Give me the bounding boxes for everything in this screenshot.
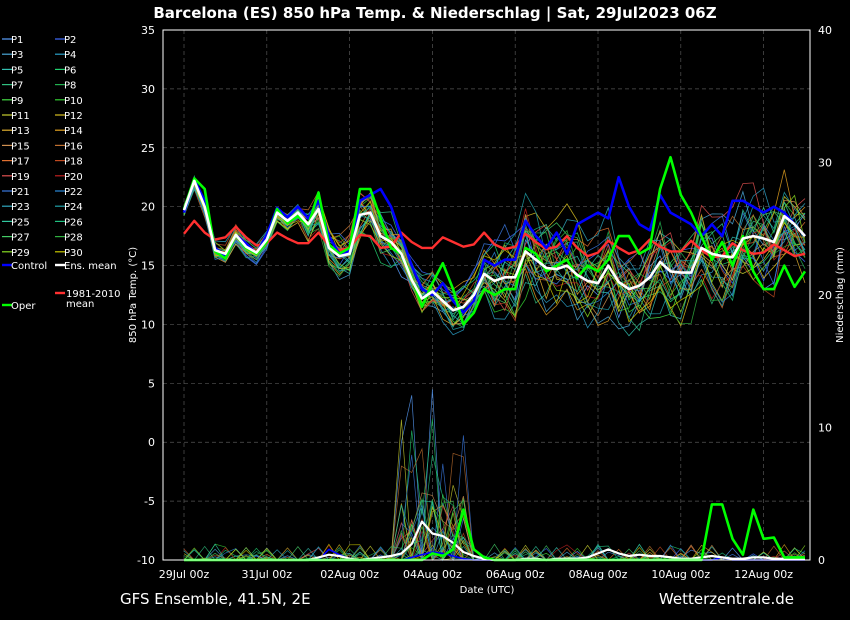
x-tick-label: 02Aug 00z [320, 568, 379, 581]
x-tick-label: 06Aug 00z [486, 568, 545, 581]
y-axis-left-label: 850 hPa Temp. (°C) [128, 247, 139, 343]
series-oper-precip [184, 503, 805, 562]
ensemble-member-precip [183, 419, 805, 561]
ensemble-member-line [183, 185, 806, 317]
y-tick-right: 20 [818, 289, 832, 302]
series-ens-mean [182, 179, 806, 312]
legend-label: P1 [11, 35, 23, 46]
legend-label: P28 [64, 233, 83, 244]
y-tick-left: 20 [141, 201, 155, 214]
y-tick-left: 25 [141, 142, 155, 155]
footer-site: Wetterzentrale.de [659, 590, 794, 608]
y-tick-left: 10 [141, 318, 155, 331]
legend-label: P26 [64, 217, 83, 228]
ensemble-member-precip [184, 389, 805, 562]
legend-label: P15 [11, 141, 30, 152]
series-control-precip [184, 548, 805, 561]
y-tick-left: 5 [148, 377, 155, 390]
legend-label: P27 [11, 233, 30, 244]
legend-label: P20 [64, 172, 83, 183]
legend-label: P8 [64, 81, 76, 92]
legend-label: P2 [64, 35, 76, 46]
ensemble-member-precip [184, 503, 806, 561]
x-tick-label: 04Aug 00z [403, 568, 462, 581]
legend-label: P4 [64, 50, 76, 61]
x-axis-label: Date (UTC) [460, 585, 515, 596]
y-tick-right: 40 [818, 24, 832, 37]
legend: P1 P2 P3 P4 P5 P6 P7 P8 P9 P10 P11 P12 P13 P14 P15 P16 P… [2, 35, 121, 312]
legend-label: P3 [11, 50, 23, 61]
legend-label: P24 [64, 202, 83, 213]
ensemble-member-precip [184, 435, 805, 561]
ensemble-member-line [183, 180, 806, 318]
legend-label: Oper [11, 301, 36, 312]
legend-label: P17 [11, 157, 30, 168]
legend-label: P18 [64, 157, 83, 168]
x-tick-label: 08Aug 00z [569, 568, 628, 581]
legend-label: P30 [64, 248, 83, 259]
x-tick-label: 12Aug 00z [734, 568, 793, 581]
y-tick-left: 15 [141, 260, 155, 273]
legend-label: Control [11, 261, 47, 272]
legend-label: P25 [11, 217, 30, 228]
legend-label: P14 [64, 126, 83, 137]
legend-label: P5 [11, 65, 23, 76]
chart-title: Barcelona (ES) 850 hPa Temp. & Niedersch… [153, 4, 716, 23]
y-axis-right-label: Niederschlag (mm) [835, 247, 846, 343]
y-tick-left: 30 [141, 83, 155, 96]
x-tick-label: 29Jul 00z [159, 568, 210, 581]
ensemble-member-line [183, 178, 806, 325]
y-tick-left: 35 [141, 24, 155, 37]
legend-label: 1981-2010 mean [66, 289, 121, 310]
legend-label: P21 [11, 187, 30, 198]
ensemble-member-precip [183, 517, 805, 561]
x-tick-label: 31Jul 00z [242, 568, 293, 581]
legend-label: P7 [11, 81, 23, 92]
legend-label: P29 [11, 248, 30, 259]
legend-label: P19 [11, 172, 30, 183]
ensemble-member-line [183, 182, 806, 323]
ensemble-member-precip [184, 518, 805, 562]
legend-label: P10 [64, 96, 83, 107]
legend-label: Ens. mean [64, 261, 117, 272]
legend-label: P12 [64, 111, 83, 122]
ensemble-member-line [183, 183, 806, 326]
y-tick-right: 30 [818, 157, 832, 170]
ensemble-member-precip [183, 418, 805, 561]
legend-label: P11 [11, 111, 30, 122]
series-oper [182, 155, 807, 326]
axis-layer: 35 30 25 20 15 10 5 0 -5 -10 40 30 20 10 0 29Jul 00z 31J… [137, 24, 832, 581]
footer-source: GFS Ensemble, 41.5N, 2E [120, 590, 311, 608]
legend-label: P23 [11, 202, 30, 213]
legend-label: P16 [64, 141, 83, 152]
y-tick-left: 0 [148, 436, 155, 449]
x-tick-label: 10Aug 00z [651, 568, 710, 581]
y-tick-left: -10 [137, 554, 155, 567]
legend-label: P22 [64, 187, 83, 198]
y-tick-left: -5 [144, 495, 155, 508]
y-tick-right: 0 [818, 554, 825, 567]
series-ens-mean-precip [184, 520, 805, 562]
y-tick-right: 10 [818, 422, 832, 435]
plot-frame [162, 29, 811, 561]
legend-label: P6 [64, 65, 76, 76]
legend-label: P13 [11, 126, 30, 137]
legend-label: P9 [11, 96, 23, 107]
